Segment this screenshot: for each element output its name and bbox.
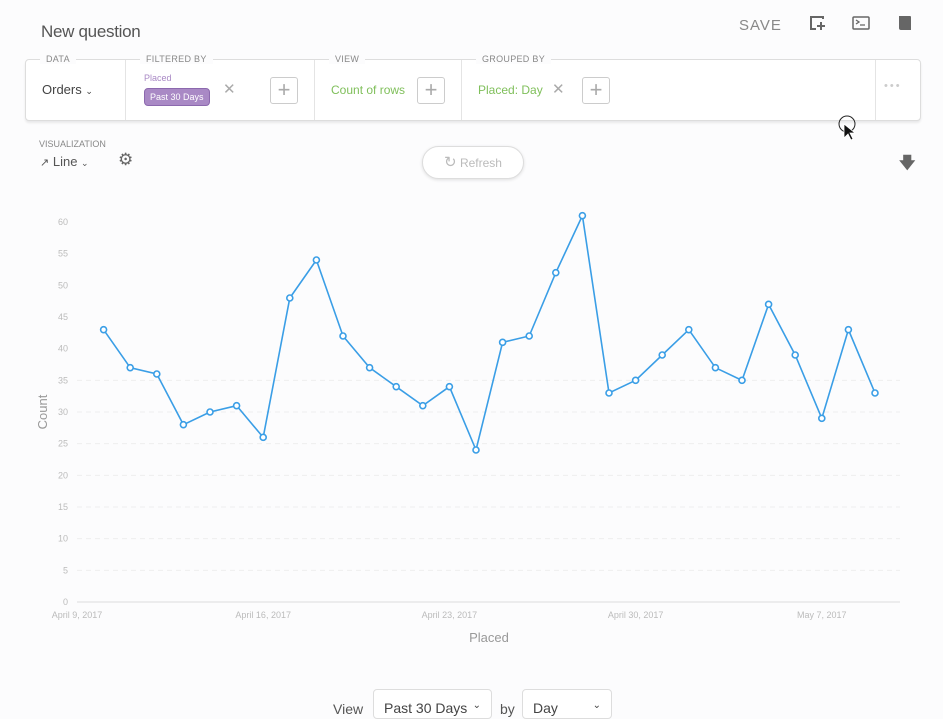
mouse-cursor [838,115,857,141]
visualization-select[interactable]: ↗ Line ⌄ [40,154,89,169]
y-tick-label: 5 [63,565,68,575]
y-tick-label: 25 [58,439,68,449]
data-section: DATA Orders ⌄ [26,54,126,120]
x-tick-label: April 30, 2017 [608,610,664,620]
x-tick-label: May 7, 2017 [797,610,847,620]
chevron-down-icon: ⌄ [592,700,601,711]
chevron-down-icon: ⌄ [85,86,93,96]
add-breakout-button[interactable]: + [582,77,610,104]
footer-by-label: by [500,701,515,717]
line-chart-icon: ↗ [40,157,50,169]
footer-view-label: View [333,701,364,717]
visualization-type: Line [52,154,78,169]
data-point[interactable] [232,401,241,410]
data-point[interactable] [365,363,374,372]
data-point[interactable] [711,363,720,372]
query-builder-bar: DATA Orders ⌄ FILTERED BY Placed Past 30… [25,54,921,121]
remove-breakout-icon[interactable]: ✕ [552,81,565,98]
x-axis-label: Placed [469,630,509,645]
data-point[interactable] [392,382,401,391]
grouped-by-label: GROUPED BY [476,54,552,64]
data-point[interactable] [472,446,480,454]
y-axis-label: Count [35,394,50,429]
date-range-value: Past 30 Days [384,700,468,716]
chevron-down-icon: ⌄ [472,700,481,711]
data-point[interactable] [658,351,667,359]
filtered-by-label: FILTERED BY [140,54,213,64]
x-tick-label: April 16, 2017 [235,610,291,620]
x-tick-label: April 9, 2017 [52,610,103,620]
date-range-select[interactable]: Past 30 Days ⌄ [373,689,492,719]
time-unit-select[interactable]: Day ⌄ [522,689,612,719]
download-icon[interactable]: 🡇 [899,155,916,172]
data-point[interactable] [764,300,773,309]
data-point[interactable] [498,338,507,347]
chevron-down-icon: ⌄ [81,158,89,168]
view-label: VIEW [329,54,366,64]
data-point[interactable] [312,256,321,264]
aggregation[interactable]: Count of rows [331,83,406,97]
y-tick-label: 30 [58,407,68,417]
data-point[interactable] [791,351,800,359]
data-point[interactable] [418,401,427,410]
data-point[interactable] [206,408,214,416]
data-point[interactable] [99,325,108,334]
data-point[interactable] [153,370,161,378]
time-unit-value: Day [533,700,558,716]
data-point[interactable] [126,363,134,372]
add-to-dashboard-icon[interactable] [808,14,826,32]
data-label: DATA [40,54,76,64]
y-tick-label: 20 [58,470,68,480]
visualization-label: VISUALIZATION [39,139,106,149]
add-aggregation-button[interactable]: + [417,77,445,104]
y-tick-label: 0 [63,597,68,607]
data-point[interactable] [551,268,560,277]
data-point[interactable] [631,376,640,385]
data-point[interactable] [578,211,587,220]
series-line [102,212,876,453]
y-tick-label: 10 [58,534,68,544]
data-point[interactable] [445,382,454,391]
page-title: New question [41,22,141,41]
reference-book-icon[interactable] [896,14,914,32]
breakout[interactable]: Placed: Day [478,83,543,97]
data-point[interactable] [525,332,534,340]
data-point[interactable] [179,420,188,429]
y-tick-label: 15 [58,502,68,512]
filter-field: Placed [144,73,172,83]
data-point[interactable] [339,332,347,340]
y-tick-label: 35 [58,375,68,385]
x-tick-label: April 23, 2017 [422,610,478,620]
y-tick-label: 60 [58,217,68,227]
data-point[interactable] [285,294,294,302]
data-point[interactable] [684,325,693,334]
group-section: GROUPED BY Placed: Day ✕ + [462,54,876,120]
remove-filter-icon[interactable]: ✕ [223,81,236,98]
filter-section: FILTERED BY Placed Past 30 Days ✕ + [126,54,315,120]
add-filter-button[interactable]: + [270,77,298,104]
data-point[interactable] [738,376,746,385]
y-tick-label: 55 [58,249,68,259]
y-tick-label: 40 [58,344,68,354]
data-point[interactable] [817,414,826,423]
y-tick-label: 50 [58,280,68,290]
more-options-button[interactable]: ••• [884,80,902,92]
data-point[interactable] [605,389,613,397]
sql-console-icon[interactable] [852,14,870,32]
view-section: VIEW Count of rows + [315,54,462,120]
y-tick-label: 45 [58,312,68,322]
refresh-button[interactable]: ↻ Refresh [422,146,524,179]
refresh-label: Refresh [459,156,502,170]
table-name: Orders [42,82,82,97]
line-chart: 0 5 10 15 20 25 30 35 40 45 50 55 60 April 9, 2017 Apr… [35,211,900,645]
data-point[interactable] [844,325,853,334]
filter-pill[interactable]: Past 30 Days [144,88,210,106]
table-select[interactable]: Orders ⌄ [42,82,93,97]
refresh-icon: ↻ [444,154,457,171]
save-button[interactable]: SAVE [739,17,782,34]
settings-gear-icon[interactable]: ⚙ [118,150,134,169]
data-point[interactable] [259,433,268,442]
data-point[interactable] [871,389,879,397]
